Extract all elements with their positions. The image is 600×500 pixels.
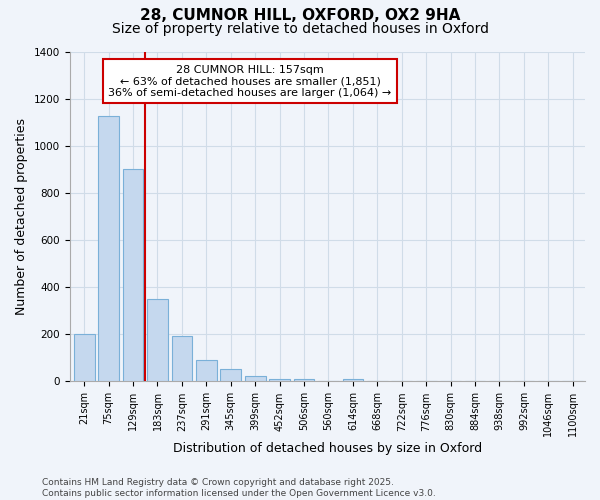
Bar (269, 379, 290, 382)
Text: 28 CUMNOR HILL: 157sqm
← 63% of detached houses are smaller (1,851)
36% of semi-: 28 CUMNOR HILL: 157sqm ← 63% of detached… (109, 64, 392, 98)
Text: Size of property relative to detached houses in Oxford: Size of property relative to detached ho… (112, 22, 488, 36)
Bar (293, 379, 314, 382)
Bar (245, 376, 266, 382)
Bar (147, 299, 168, 382)
Bar (74, 334, 95, 382)
Bar (172, 336, 192, 382)
Text: 28, CUMNOR HILL, OXFORD, OX2 9HA: 28, CUMNOR HILL, OXFORD, OX2 9HA (140, 8, 460, 22)
X-axis label: Distribution of detached houses by size in Oxford: Distribution of detached houses by size … (173, 442, 482, 455)
Bar (98, 116, 119, 382)
Y-axis label: Number of detached properties: Number of detached properties (15, 118, 28, 315)
Bar (343, 379, 363, 382)
Bar (122, 170, 143, 382)
Bar (220, 368, 241, 382)
Text: Contains HM Land Registry data © Crown copyright and database right 2025.
Contai: Contains HM Land Registry data © Crown c… (42, 478, 436, 498)
Bar (196, 360, 217, 382)
